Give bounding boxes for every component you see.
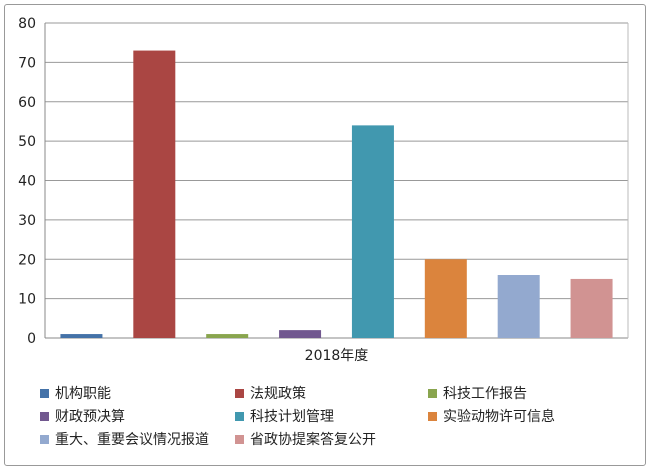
legend-swatch [40, 388, 49, 398]
legend-swatch [235, 434, 244, 444]
y-tick-label: 40 [18, 174, 36, 190]
bar-5 [351, 125, 394, 338]
bar-4 [279, 330, 322, 338]
y-tick-label: 70 [18, 55, 36, 71]
bar-2 [133, 50, 176, 338]
legend-label: 实验动物许可信息 [443, 409, 555, 425]
legend-label: 科技计划管理 [250, 409, 334, 425]
legend-swatch [428, 388, 437, 398]
legend-label: 重大、重要会议情况报道 [55, 432, 209, 448]
y-tick-label: 30 [18, 213, 36, 229]
y-tick-label: 0 [27, 331, 36, 347]
y-tick-label: 50 [18, 134, 36, 150]
legend-label: 机构职能 [55, 386, 111, 402]
x-category-label: 2018年度 [305, 348, 369, 364]
bar-6 [424, 259, 467, 338]
y-tick-label: 60 [18, 95, 36, 111]
legend-label: 省政协提案答复公开 [250, 432, 376, 448]
legend-item: 法规政策 [235, 383, 306, 403]
legend-swatch [428, 411, 437, 421]
legend-label: 科技工作报告 [443, 386, 527, 402]
legend-item: 科技工作报告 [428, 383, 527, 403]
chart-frame [4, 4, 646, 466]
legend-item: 重大、重要会议情况报道 [40, 429, 209, 449]
bar-8 [570, 278, 613, 338]
legend-swatch [40, 434, 49, 444]
y-tick-label: 20 [18, 252, 36, 268]
y-tick-label: 80 [18, 16, 36, 32]
legend-item: 财政预决算 [40, 406, 125, 426]
legend-swatch [40, 411, 49, 421]
legend-item: 省政协提案答复公开 [235, 429, 376, 449]
legend-label: 法规政策 [250, 386, 306, 402]
legend-swatch [235, 411, 244, 421]
bar-7 [497, 275, 540, 338]
legend-item: 实验动物许可信息 [428, 406, 555, 426]
legend-swatch [235, 388, 244, 398]
legend-item: 机构职能 [40, 383, 111, 403]
bar-1 [60, 334, 103, 338]
legend-item: 科技计划管理 [235, 406, 334, 426]
bar-3 [206, 334, 249, 338]
y-tick-label: 10 [18, 292, 36, 308]
legend-label: 财政预决算 [55, 409, 125, 425]
